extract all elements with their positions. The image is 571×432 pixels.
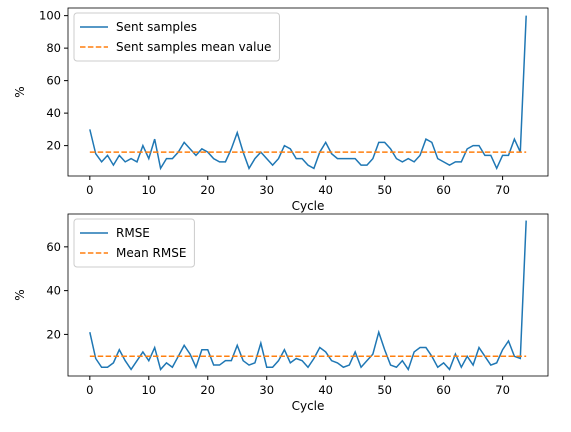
x-tick-label: 40 [318, 183, 333, 197]
x-tick-label: 20 [200, 383, 215, 397]
subplot: 0 10 20 30 40 50 60 70 20 40 60 80 100 Cycle% Sent sam… [13, 7, 549, 213]
x-axis-label: Cycle [292, 199, 325, 213]
y-tick-label: 100 [39, 9, 61, 23]
x-tick-label: 10 [141, 383, 156, 397]
x-tick-label: 60 [436, 183, 451, 197]
x-tick-label: 70 [495, 383, 510, 397]
legend-label: RMSE [116, 226, 150, 240]
y-tick-label: 80 [46, 41, 61, 55]
y-tick-label: 20 [46, 327, 61, 341]
legend-label: Mean RMSE [116, 246, 186, 260]
x-tick-label: 70 [495, 183, 510, 197]
axes-frame [67, 7, 549, 177]
x-tick-label: 0 [86, 383, 93, 397]
y-tick-label: 20 [46, 139, 61, 153]
series-line [89, 220, 527, 372]
x-axis-label: Cycle [292, 399, 325, 413]
y-tick-label: 60 [46, 74, 61, 88]
legend-frame [73, 218, 195, 268]
legend: Sent samples Sent samples mean value [73, 12, 280, 62]
y-tick-label: 60 [46, 240, 61, 254]
x-tick-label: 30 [259, 383, 274, 397]
y-tick-label: 40 [46, 106, 61, 120]
x-tick-label: 40 [318, 383, 333, 397]
x-tick-label: 20 [200, 183, 215, 197]
legend: RMSE Mean RMSE [73, 218, 195, 268]
y-axis-label: % [13, 289, 27, 300]
legend-label: Sent samples mean value [116, 40, 271, 54]
subplot: 0 10 20 30 40 50 60 70 20 40 60 Cycle% RMSE Mean RMSE [13, 213, 549, 413]
y-axis-label: % [13, 86, 27, 97]
axes-frame [67, 213, 549, 377]
x-tick-label: 0 [86, 183, 93, 197]
x-tick-label: 30 [259, 183, 274, 197]
x-tick-label: 50 [377, 183, 392, 197]
legend-frame [73, 12, 280, 62]
series-line [89, 15, 527, 171]
legend-label: Sent samples [116, 20, 197, 34]
x-tick-label: 10 [141, 183, 156, 197]
y-tick-label: 40 [46, 284, 61, 298]
x-tick-label: 60 [436, 383, 451, 397]
x-tick-label: 50 [377, 383, 392, 397]
